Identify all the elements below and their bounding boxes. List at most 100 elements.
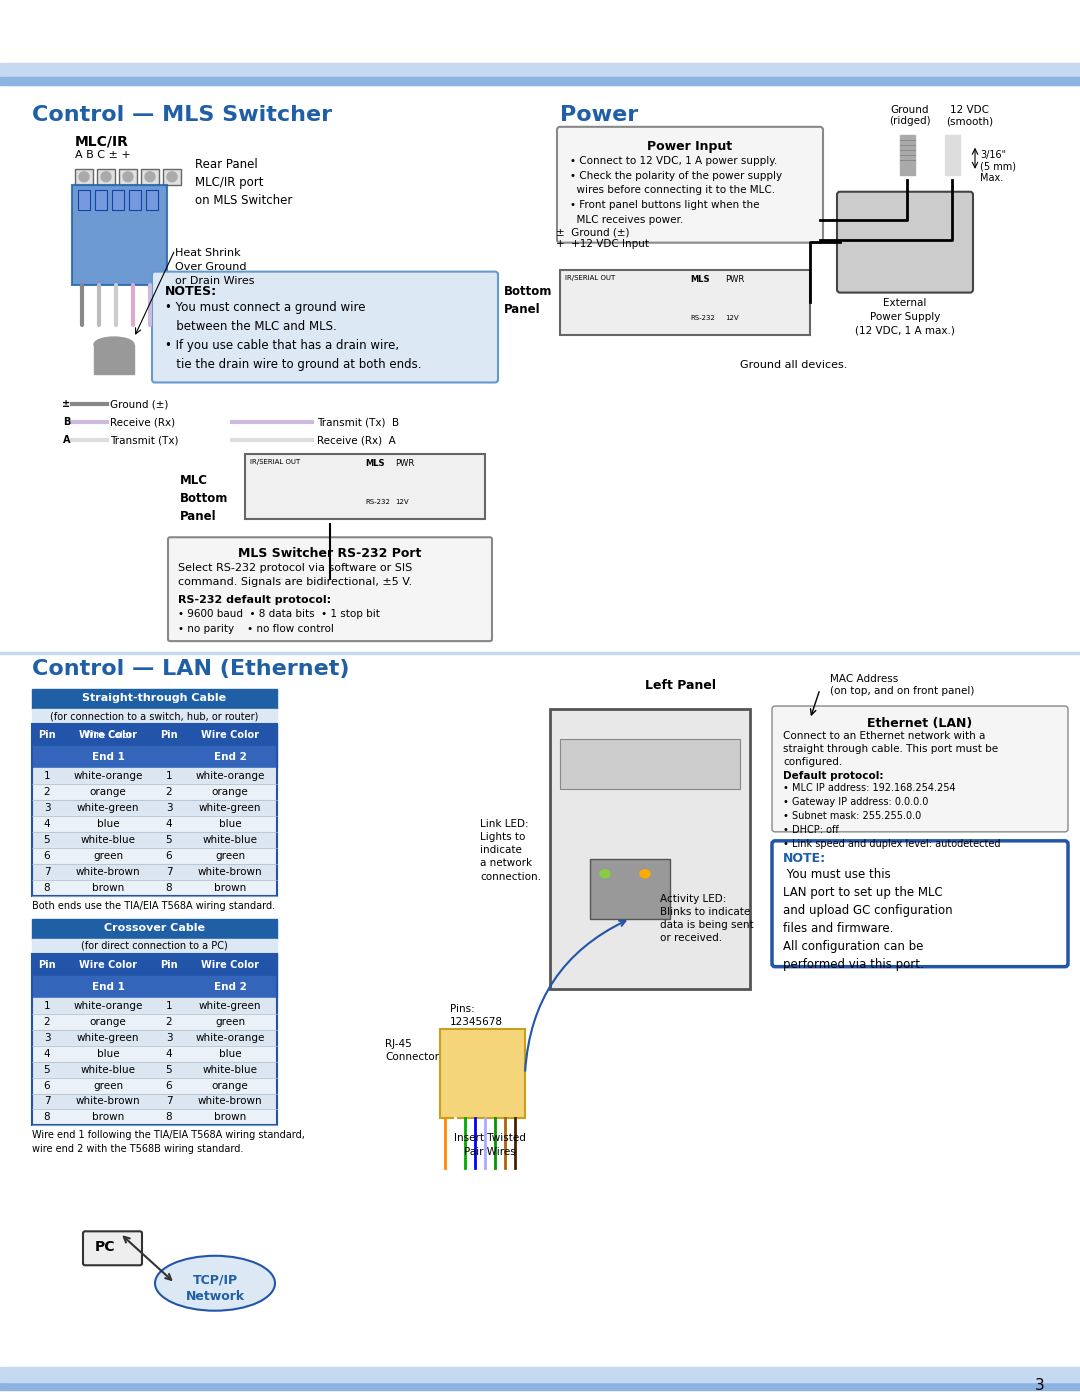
Bar [97,169,114,184]
Bar [32,1014,276,1030]
Bar [32,831,276,848]
Text: 6: 6 [43,851,51,861]
Text: 6: 6 [165,1080,173,1091]
Bar [163,169,181,184]
Text: • Connect to 12 VDC, 1 A power supply.
• Check the polarity of the power supply
: • Connect to 12 VDC, 1 A power supply. •… [570,156,782,225]
Text: Wire end 1 following the TIA/EIA T568A wiring standard,
wire end 2 with the T568: Wire end 1 following the TIA/EIA T568A w… [32,1130,305,1154]
Bar [32,919,276,939]
Text: 8: 8 [165,1112,173,1122]
Bar [32,746,276,768]
Text: Heat Shrink
Over Ground
or Drain Wires: Heat Shrink Over Ground or Drain Wires [175,247,255,285]
Text: End 1: End 1 [92,752,124,761]
Bar [32,800,276,816]
FancyBboxPatch shape [168,538,492,641]
Ellipse shape [600,870,610,877]
Bar [32,724,276,746]
Text: 4: 4 [165,1049,173,1059]
FancyBboxPatch shape [83,1231,141,1266]
Text: (for connection to a switch, hub, or router): (for connection to a switch, hub, or rou… [50,711,258,721]
Text: Select RS-232 protocol via software or SIS
command. Signals are bidirectional, ±: Select RS-232 protocol via software or S… [178,563,413,587]
Bar [32,954,276,975]
Bar [0,1382,1080,1390]
FancyBboxPatch shape [152,271,498,383]
Text: Left Panel: Left Panel [645,679,716,692]
Circle shape [167,172,177,182]
Text: 7: 7 [165,1097,173,1106]
Text: 7: 7 [43,1097,51,1106]
Text: RS-232 default protocol:: RS-232 default protocol: [178,595,332,605]
Bar [245,454,485,520]
Text: green: green [93,851,123,861]
Text: Ground
(ridged): Ground (ridged) [889,105,931,127]
Text: End 2: End 2 [214,752,246,761]
Text: MLC/IR: MLC/IR [75,136,129,149]
Text: B: B [63,418,70,427]
Text: • MLC IP address: 192.168.254.254
• Gateway IP address: 0.0.0.0
• Subnet mask: 2: • MLC IP address: 192.168.254.254 • Gate… [783,782,1000,849]
Text: white-green: white-green [77,1032,139,1042]
Text: orange: orange [90,787,126,796]
Bar [440,1028,525,1119]
FancyBboxPatch shape [557,127,823,243]
Text: Control — MLS Switcher: Control — MLS Switcher [32,105,333,124]
Bar [72,184,167,285]
Text: MLS: MLS [365,460,384,468]
Text: white-brown: white-brown [198,1097,262,1106]
Text: Wire Color: Wire Color [201,731,259,740]
Text: brown: brown [214,883,246,893]
Text: Crossover Cable: Crossover Cable [104,923,204,933]
Text: Straight-through Cable: Straight-through Cable [82,693,226,703]
Bar [94,345,134,374]
Text: white-green: white-green [199,1000,261,1010]
Bar [32,880,276,895]
Text: Insert Twisted
Pair Wires: Insert Twisted Pair Wires [454,1133,526,1157]
Text: Control — LAN (Ethernet): Control — LAN (Ethernet) [32,659,350,679]
Text: RJ-45
Connector: RJ-45 Connector [384,1038,438,1062]
Text: End 1: End 1 [92,982,124,992]
Text: Bottom
Panel: Bottom Panel [504,285,552,316]
Text: You must use this
LAN port to set up the MLC
and upload GC configuration
files a: You must use this LAN port to set up the… [783,868,953,971]
Text: ±: ± [62,400,70,409]
Text: 5: 5 [165,1065,173,1074]
Bar [32,724,276,895]
Text: 2: 2 [165,1017,173,1027]
Bar [32,1062,276,1077]
Text: 5: 5 [165,835,173,845]
Text: 4: 4 [165,819,173,828]
Text: 4: 4 [43,1049,51,1059]
Text: 12V: 12V [725,314,739,320]
Bar [146,190,158,210]
Text: 6: 6 [165,851,173,861]
Circle shape [102,172,111,182]
Text: white-blue: white-blue [81,835,135,845]
Text: Pins:
12345678: Pins: 12345678 [450,1003,503,1027]
Text: • You must connect a ground wire
   between the MLC and MLS.
• If you use cable : • You must connect a ground wire between… [165,300,421,370]
Text: ±  Ground (±)
+  +12 VDC Input: ± Ground (±) + +12 VDC Input [556,228,649,249]
Text: Power: Power [561,105,638,124]
Bar [0,63,1080,85]
Text: blue: blue [97,819,119,828]
Text: Power Input: Power Input [647,140,732,152]
Text: A B C ± +: A B C ± + [75,149,131,159]
Text: IR/SERIAL OUT: IR/SERIAL OUT [565,275,616,281]
Bar [32,997,276,1014]
Text: Pin: Pin [160,731,178,740]
Bar [95,190,107,210]
Bar [590,859,670,919]
Circle shape [145,172,156,182]
Text: 8: 8 [43,883,51,893]
Text: blue: blue [97,1049,119,1059]
Text: 2: 2 [165,787,173,796]
Text: Ground (±): Ground (±) [110,400,168,409]
Text: 2: 2 [43,787,51,796]
FancyBboxPatch shape [837,191,973,292]
Text: white-blue: white-blue [203,1065,257,1074]
Text: (for direct connection to a PC): (for direct connection to a PC) [81,940,228,951]
Text: 4: 4 [43,819,51,828]
Text: white-orange: white-orange [73,771,143,781]
Circle shape [79,172,89,182]
Ellipse shape [94,337,134,352]
Text: 3: 3 [43,803,51,813]
Text: white-orange: white-orange [195,771,265,781]
Text: brown: brown [92,883,124,893]
Text: PWR: PWR [395,460,415,468]
